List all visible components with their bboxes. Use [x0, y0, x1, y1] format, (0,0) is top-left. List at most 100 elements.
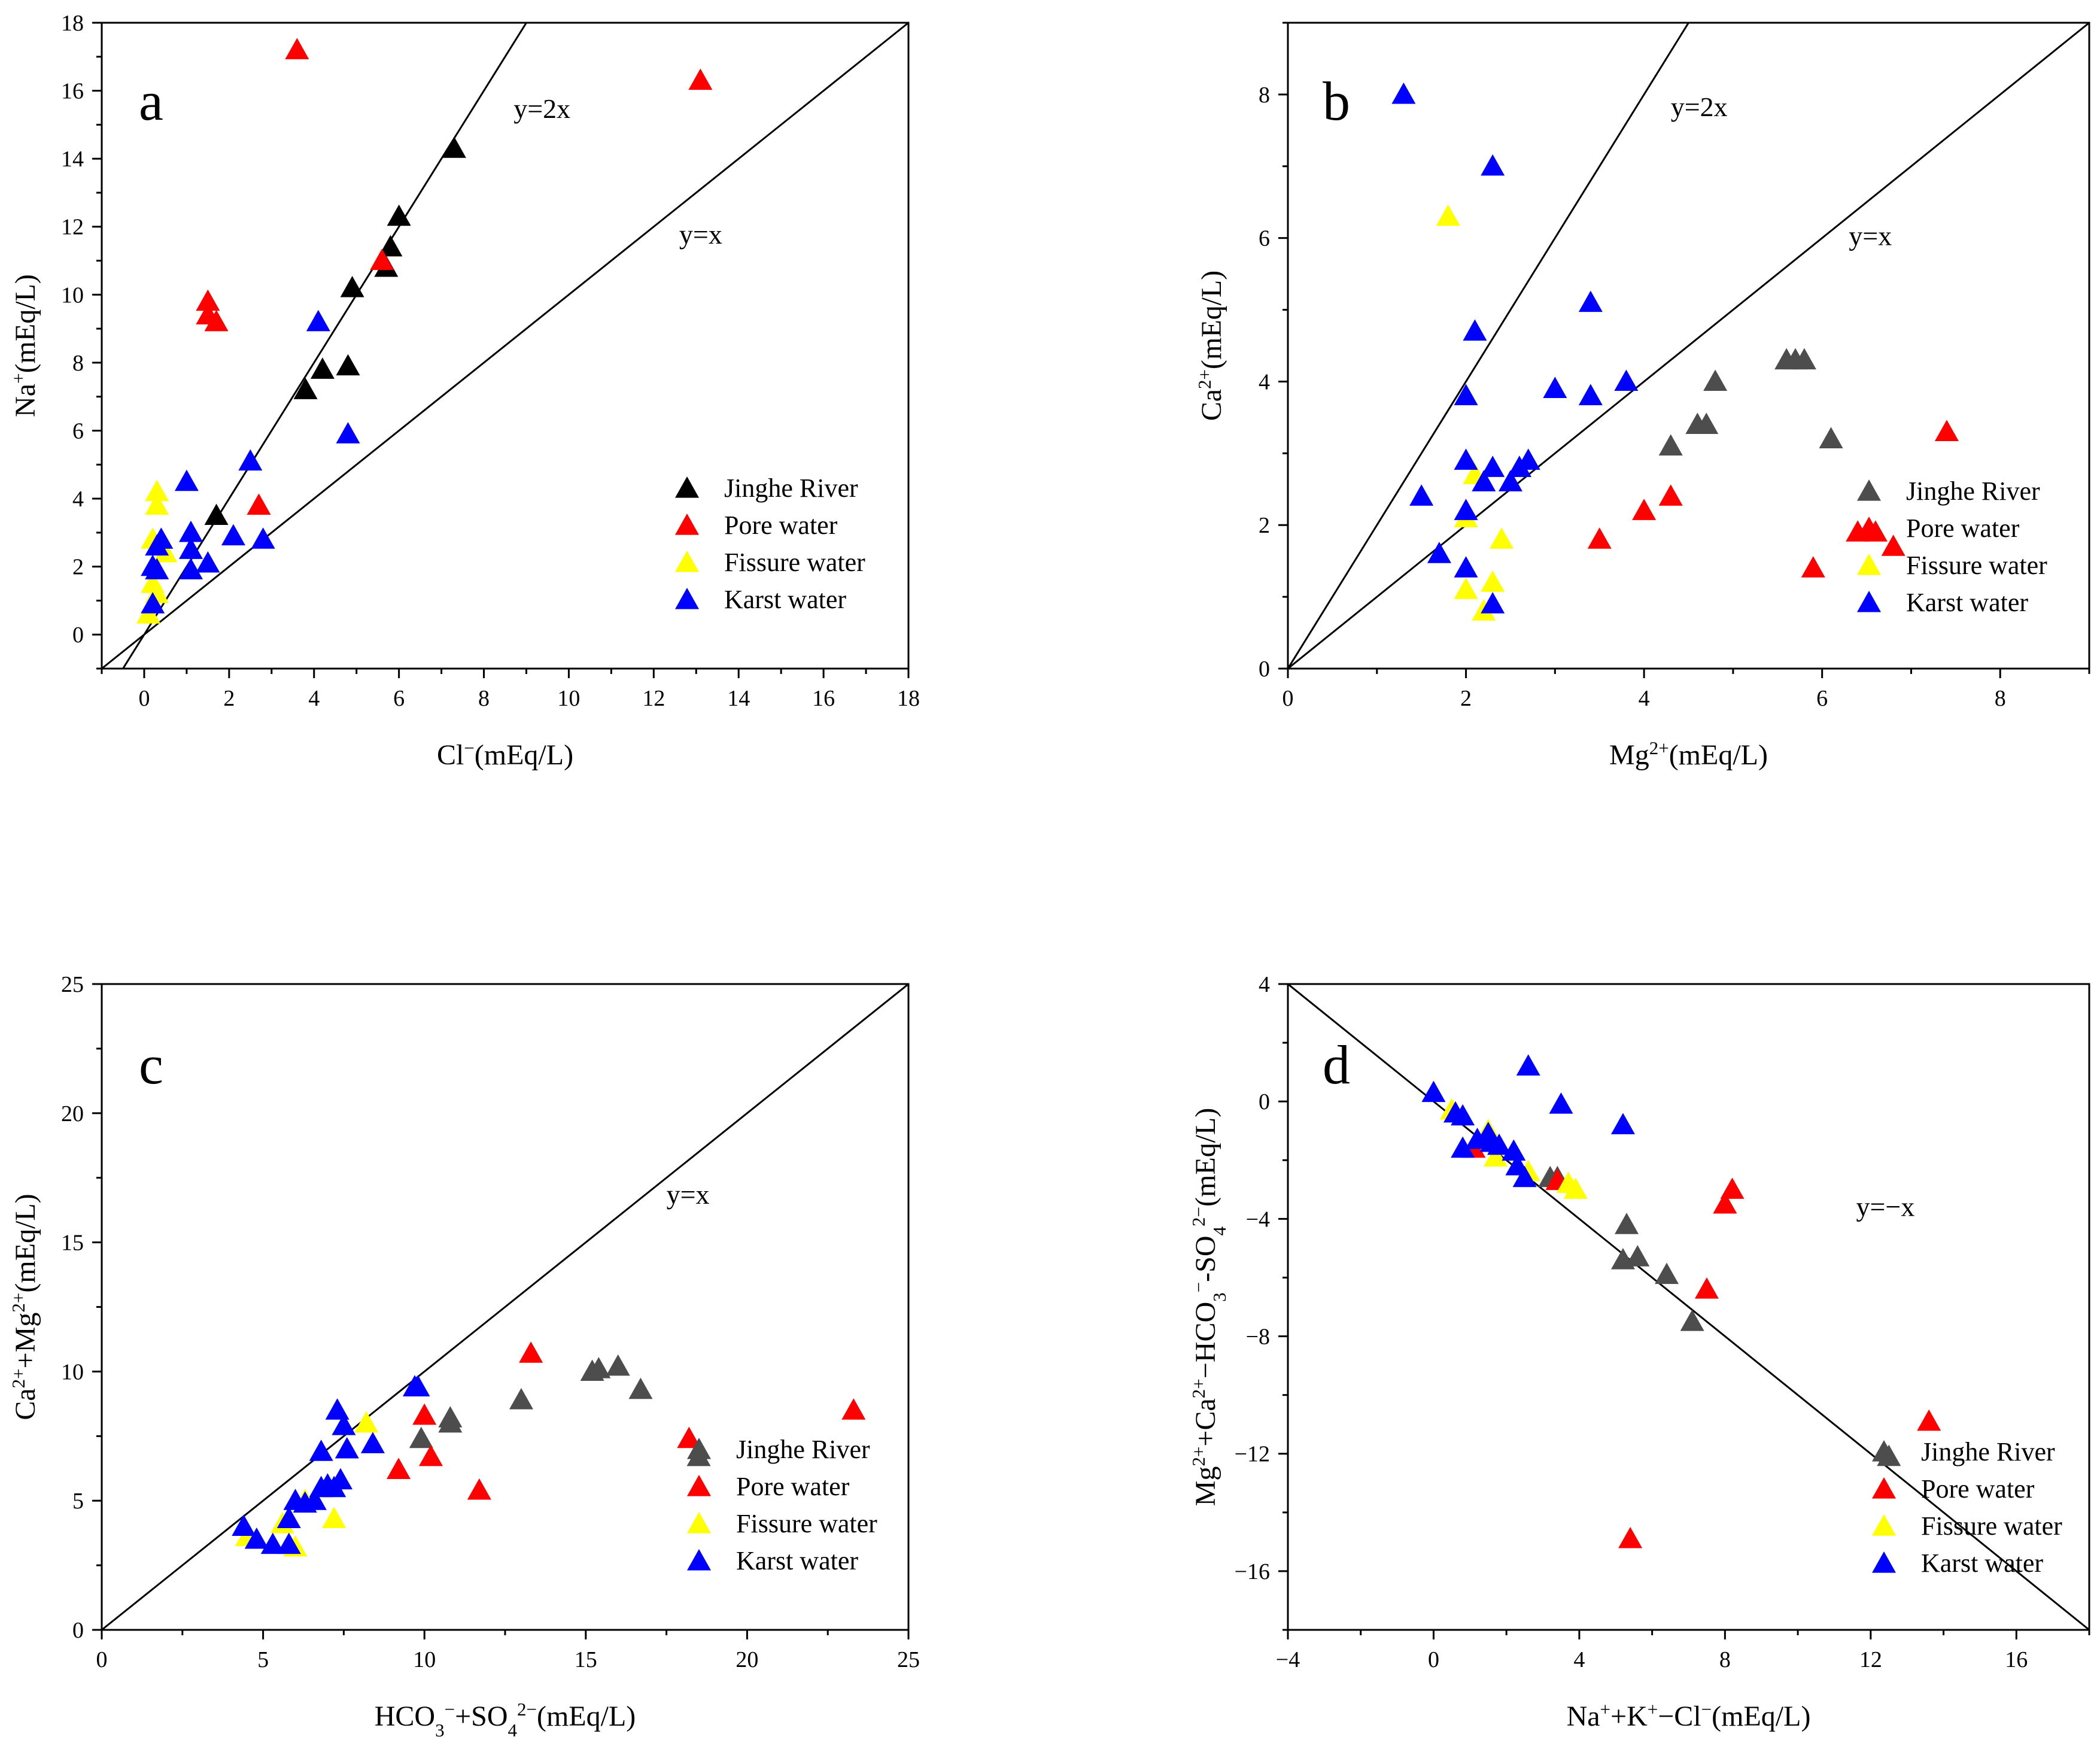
data-point — [332, 1414, 356, 1435]
data-point — [438, 1411, 463, 1433]
x-tick-label: 0 — [138, 686, 150, 711]
y-tick-label: 0 — [1259, 1089, 1270, 1115]
x-tick-label: 10 — [413, 1647, 436, 1672]
data-point — [1703, 369, 1728, 391]
y-tick-label: 6 — [72, 418, 84, 444]
reference-line-label: y=x — [667, 1179, 710, 1210]
reference-lines — [102, 984, 908, 1630]
x-tick-label: 14 — [727, 686, 750, 711]
x-tick-label: 6 — [1816, 686, 1828, 711]
data-point — [1658, 484, 1683, 506]
data-point — [1625, 1245, 1650, 1267]
data-point — [1483, 1145, 1508, 1167]
legend-label: Jinghe River — [724, 473, 858, 503]
panel-a: 0 2 4 6 8 10 12 14 16 18 0 2 4 6 8 10 12 14 16 18 Cl−(mEq/L)… — [8, 11, 920, 771]
series-karst-water — [232, 1375, 430, 1554]
data-point — [606, 1354, 630, 1376]
data-point — [1618, 1526, 1643, 1548]
data-point — [221, 524, 245, 546]
data-point — [1481, 456, 1505, 477]
reference-line-label: y=x — [1849, 221, 1892, 251]
legend-label: Fissure water — [736, 1509, 877, 1538]
data-point — [1481, 570, 1505, 592]
y-tick-label: −12 — [1235, 1442, 1270, 1467]
data-point — [1421, 1080, 1446, 1103]
x-tick-label: 10 — [557, 686, 580, 711]
legend: Jinghe River Pore water Fissure water Karst… — [687, 1435, 877, 1575]
data-point — [409, 1426, 433, 1449]
data-point — [178, 558, 203, 579]
data-point — [1587, 527, 1612, 549]
data-point — [1465, 1127, 1490, 1149]
legend-marker — [687, 1438, 711, 1459]
data-point — [1917, 1409, 1941, 1431]
reference-line — [121, 23, 528, 669]
data-point — [329, 1468, 353, 1490]
legend-label: Jinghe River — [1921, 1437, 2055, 1466]
data-point — [260, 1532, 285, 1554]
x-tick-label: 5 — [257, 1647, 269, 1672]
y-tick-label: −16 — [1235, 1559, 1270, 1584]
x-tick-label: 0 — [1283, 686, 1294, 711]
data-point — [1463, 319, 1487, 341]
data-point — [238, 449, 263, 471]
data-point — [442, 136, 466, 158]
series-fissure-water — [136, 479, 178, 624]
y-axis-title: Mg2++Ca2+−HCO3−-SO42−(mEq/L) — [1188, 1108, 1230, 1507]
data-point — [1451, 1136, 1475, 1158]
data-point — [1454, 499, 1478, 520]
legend-marker — [1872, 1514, 1896, 1536]
data-point — [1512, 1165, 1537, 1188]
legend-label: Karst water — [724, 585, 846, 614]
data-point — [1549, 1092, 1573, 1114]
y-tick-label: 4 — [1259, 369, 1270, 394]
data-point — [1490, 527, 1514, 549]
data-point — [354, 1411, 379, 1433]
x-tick-label: 4 — [1573, 1647, 1585, 1672]
x-tick-label: 8 — [1719, 1647, 1731, 1672]
legend-marker — [675, 588, 699, 609]
data-point — [1454, 384, 1478, 406]
series-karst-water — [1421, 1054, 1635, 1188]
y-tick-label: 25 — [61, 972, 84, 997]
data-point — [302, 1489, 327, 1510]
data-point — [1563, 1177, 1588, 1199]
data-point — [387, 204, 411, 226]
data-point — [1454, 448, 1478, 470]
panel-letter: d — [1323, 1034, 1350, 1095]
legend-label: Fissure water — [724, 548, 865, 577]
data-point — [1391, 82, 1416, 104]
data-point — [1713, 1192, 1737, 1214]
data-point — [141, 592, 165, 614]
reference-line-label: y=x — [679, 219, 722, 250]
y-tick-label: 0 — [1259, 657, 1270, 682]
series-jinghe-river — [204, 136, 466, 526]
reference-line — [1288, 984, 2089, 1630]
reference-line-label: y=2x — [513, 93, 570, 124]
data-point — [309, 1440, 333, 1461]
data-point — [360, 1432, 385, 1453]
reference-line — [102, 984, 908, 1630]
legend-marker — [1872, 1477, 1896, 1499]
x-tick-label: 6 — [393, 686, 405, 711]
legend-label: Pore water — [724, 511, 838, 540]
y-tick-label: 4 — [1259, 972, 1270, 997]
legend-label: Jinghe River — [736, 1435, 870, 1464]
legend-marker — [675, 514, 699, 535]
data-point — [145, 493, 169, 515]
panel-letter: c — [139, 1034, 163, 1095]
y-tick-label: 12 — [61, 215, 84, 240]
data-point — [1436, 204, 1460, 226]
x-tick-label: 20 — [736, 1647, 758, 1672]
data-point — [335, 1437, 359, 1459]
data-point — [1578, 290, 1603, 312]
legend-label: Pore water — [1921, 1474, 2035, 1504]
data-point — [370, 248, 394, 271]
series-jinghe-river — [1507, 348, 1843, 477]
series-pore-water — [387, 1341, 866, 1500]
data-point — [412, 1403, 437, 1425]
data-point — [174, 469, 199, 491]
data-point — [1543, 376, 1567, 399]
data-point — [178, 520, 203, 542]
data-point — [1819, 427, 1843, 448]
